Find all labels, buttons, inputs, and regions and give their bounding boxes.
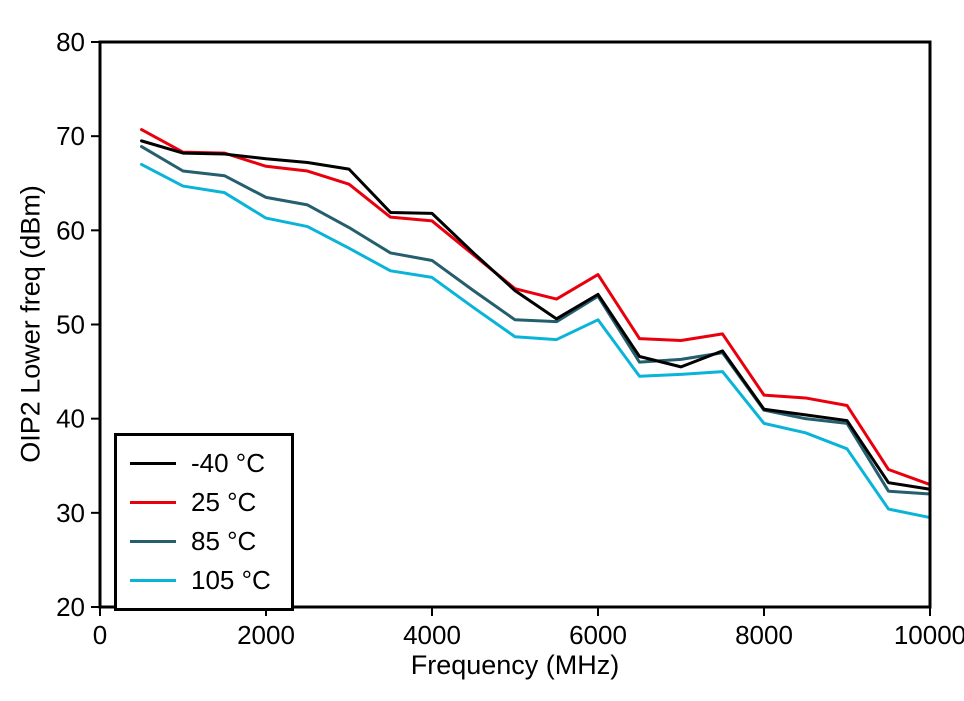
x-tick-label: 6000: [569, 620, 627, 650]
series-line: [140, 162, 932, 520]
series-line: [140, 145, 932, 496]
legend-label: 105 °C: [191, 565, 271, 595]
legend-item: 25 °C: [130, 483, 271, 522]
legend-swatch: [130, 579, 176, 582]
y-axis-title: OIP2 Lower freq (dBm): [15, 185, 46, 463]
plot-frame: [98, 40, 932, 609]
legend-label: 85 °C: [191, 526, 257, 556]
legend-swatch: [130, 462, 176, 465]
y-tick-label: 50: [56, 310, 85, 340]
x-tick-label: 10000: [894, 620, 964, 650]
y-tick-label: 80: [56, 27, 85, 57]
x-tick-label: 8000: [735, 620, 793, 650]
y-tick-label: 40: [56, 404, 85, 434]
y-tick-label: 30: [56, 498, 85, 528]
legend-label: -40 °C: [191, 448, 265, 478]
legend: -40 °C 25 °C 85 °C 105 °C: [114, 433, 294, 611]
x-tick-label: 2000: [237, 620, 295, 650]
y-tick-label: 20: [56, 592, 85, 622]
x-tick-label: 0: [93, 620, 107, 650]
legend-swatch: [130, 501, 176, 504]
series-line: [140, 139, 932, 491]
x-tick-label: 4000: [403, 620, 461, 650]
series-line: [140, 128, 932, 487]
legend-item: 85 °C: [130, 522, 271, 561]
y-tick-label: 60: [56, 215, 85, 245]
legend-label: 25 °C: [191, 487, 257, 517]
legend-item: -40 °C: [130, 444, 271, 483]
x-axis-title: Frequency (MHz): [410, 650, 620, 680]
legend-swatch: [130, 540, 176, 543]
y-tick-label: 70: [56, 121, 85, 151]
legend-item: 105 °C: [130, 561, 271, 600]
